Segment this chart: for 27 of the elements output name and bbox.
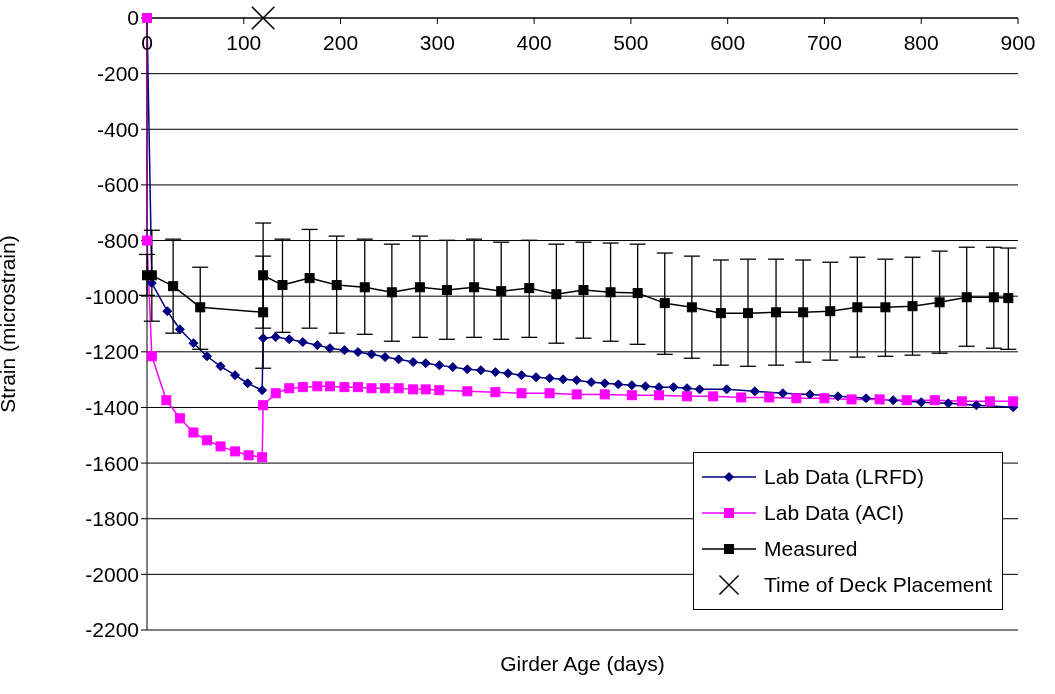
x-tick-label: 400 [516, 30, 552, 54]
y-tick-label: -2000 [85, 562, 139, 586]
legend-label: Time of Deck Placement [764, 573, 992, 597]
y-tick-label: -400 [96, 117, 139, 141]
x-tick-label: 800 [903, 30, 939, 54]
y-tick-label: -600 [96, 173, 139, 197]
y-tick-label: -800 [96, 229, 139, 252]
x-tick-label: 900 [1000, 30, 1036, 54]
y-tick-label: -2200 [85, 618, 139, 642]
legend-label: Lab Data (LRFD) [764, 465, 924, 489]
y-tick-label: -1000 [85, 284, 139, 308]
x-axis-title: Girder Age (days) [499, 652, 666, 676]
legend-label: Lab Data (ACI) [764, 501, 905, 525]
y-axis-title: Strain (microstrain) [0, 235, 20, 413]
y-tick-label: -200 [96, 62, 139, 86]
legend-label: Measured [764, 537, 858, 561]
y-tick-label: 0 [127, 6, 139, 30]
x-tick-label: 700 [806, 30, 842, 54]
y-tick-label: -1800 [85, 507, 139, 531]
x-tick-label: 200 [323, 30, 359, 54]
x-tick-label: 300 [419, 30, 455, 54]
x-tick-label: 100 [226, 30, 262, 54]
y-tick-label: -1400 [85, 395, 139, 419]
x-tick-label: 500 [613, 30, 649, 54]
y-tick-label: -1600 [85, 451, 139, 475]
x-tick-label: 600 [710, 30, 746, 54]
y-tick-label: -1200 [85, 340, 139, 364]
